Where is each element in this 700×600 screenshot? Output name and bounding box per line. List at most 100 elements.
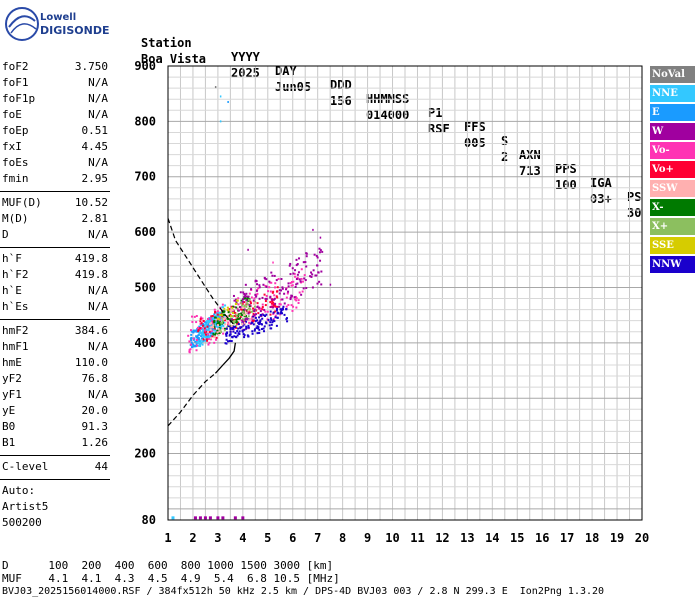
echo-point [265,297,268,300]
x-tick-label: 1 [164,531,171,545]
echo-point [223,310,226,313]
echo-point [305,287,308,290]
echo-point [216,313,219,316]
echo-point [265,285,268,288]
param-value: 2.95 [81,172,109,185]
param-row: MUF(D) 10.52 [2,196,108,212]
param-value: N/A [88,76,108,89]
echo-point [258,308,261,311]
echo-point [255,295,258,298]
echo-point [195,314,198,317]
x-tick-label: 12 [435,531,449,545]
echo-point [247,324,250,327]
echo-point [264,284,267,287]
echo-point [264,300,267,303]
echo-point [214,338,217,341]
echo-point [218,331,221,334]
echo-point [217,324,220,327]
param-row: foF1p N/A [2,92,108,108]
echo-point [305,265,308,268]
echo-point [249,300,252,303]
profile-curve-dashed [167,218,236,327]
header-value: 156 [330,94,352,108]
legend-item: Vo+ [650,161,695,178]
echo-point [265,313,268,316]
echo-point [195,321,198,324]
echo-point [297,302,300,305]
y-tick-label: 700 [134,170,156,184]
echo-point [243,295,246,298]
echo-point [233,322,236,325]
echo-point [245,320,248,323]
legend-item: W [650,123,695,140]
echo-point [241,306,244,309]
echo-point [223,321,226,324]
param-value: 419.8 [74,268,108,281]
echo-point [243,301,246,304]
echo-point [232,310,235,313]
echo-point [211,322,214,325]
echo-point [197,344,200,347]
echo-point [226,320,229,323]
echo-point [258,331,261,334]
param-value: N/A [88,300,108,313]
y-tick-label: 300 [134,391,156,405]
echo-point [223,327,226,330]
echo-point [315,274,318,277]
echo-point [214,321,217,324]
echo-point [192,331,195,334]
echo-point [233,320,236,323]
echo-point [232,330,235,333]
echo-point [208,516,212,520]
echo-point [275,295,278,298]
y-tick-label: 800 [134,114,156,128]
echo-point [249,317,252,320]
echo-point [270,327,273,330]
param-value: 91.3 [81,420,109,433]
echo-point [206,332,209,335]
echo-point [200,326,203,329]
echo-point [247,307,250,310]
echo-point [285,305,288,308]
echo-point [252,299,255,302]
echo-point [274,282,277,285]
echo-point [227,311,230,314]
echo-point [200,333,203,336]
param-row: yE 20.0 [2,404,108,420]
echo-point [221,306,224,309]
header-label: PS [627,190,642,204]
echo-point [209,317,212,320]
echo-point [281,286,284,289]
echo-point [283,292,286,295]
echo-points [171,86,332,520]
echo-point [248,303,251,306]
param-name: h`F2 [2,268,29,281]
echo-point [232,311,235,314]
echo-point [221,317,224,320]
echo-point [319,236,322,239]
echo-point [290,304,293,307]
echo-point [223,317,226,320]
echo-point [250,318,253,321]
echo-point [318,247,321,250]
echo-point [241,304,244,307]
echo-point [225,326,228,329]
echo-point [190,346,193,349]
echo-point [288,264,291,267]
echo-point [211,320,214,323]
echo-point [239,314,242,317]
echo-point [215,330,218,333]
echo-point [238,330,241,333]
echo-point [223,307,226,310]
echo-point [247,315,250,318]
echo-point [247,309,250,312]
echo-point [295,297,298,300]
echo-point [258,284,261,287]
echo-point [219,314,222,317]
echo-point [280,278,283,281]
echo-point [269,317,272,320]
echo-point [281,298,284,301]
echo-point [300,268,303,271]
echo-point [207,329,210,332]
echo-point [287,285,290,288]
